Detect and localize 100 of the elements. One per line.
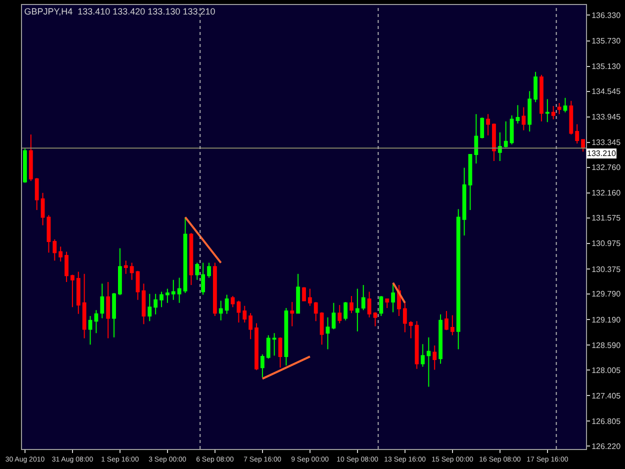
- candlestick: [308, 288, 312, 306]
- candlestick: [551, 105, 556, 120]
- candlestick: [456, 208, 460, 350]
- candlestick: [23, 148, 27, 184]
- candlestick: [581, 138, 585, 152]
- candlestick: [361, 284, 366, 311]
- candlestick: [320, 312, 324, 346]
- candlestick: [426, 336, 431, 388]
- candlestick: [516, 104, 520, 124]
- candlestick: [420, 344, 425, 368]
- candlestick: [575, 124, 580, 144]
- candlestick: [148, 293, 152, 322]
- candlestick: [136, 270, 140, 300]
- candlestick: [474, 114, 478, 164]
- candlestick: [242, 305, 247, 323]
- y-tick-label: 136.330: [592, 11, 622, 20]
- candlestick: [391, 282, 396, 313]
- y-tick-label: 135.730: [592, 36, 622, 46]
- candlestick: [76, 271, 80, 314]
- candlestick: [522, 106, 526, 131]
- candlestick: [498, 132, 502, 162]
- candlestick: [34, 178, 39, 210]
- candlestick: [332, 302, 336, 330]
- candlestick: [224, 294, 229, 314]
- candlestick: [142, 283, 146, 325]
- y-tick-label: 128.590: [592, 340, 622, 350]
- candlestick: [82, 273, 86, 339]
- candlestick: [540, 74, 544, 122]
- y-tick-label: 129.790: [592, 290, 622, 299]
- candlestick: [124, 260, 128, 274]
- candlestick: [385, 298, 390, 308]
- y-tick-label: 126.805: [592, 416, 622, 426]
- candlestick: [160, 291, 164, 308]
- candlestick: [254, 322, 258, 371]
- candlestick: [402, 302, 407, 333]
- candlestick: [296, 273, 300, 314]
- candlestick: [236, 300, 241, 323]
- candlestick: [272, 332, 276, 356]
- candlestick: [344, 301, 348, 321]
- candlestick: [171, 279, 176, 300]
- candlestick: [212, 262, 217, 317]
- candlestick: [314, 301, 318, 322]
- candlestick: [563, 97, 568, 113]
- candlestick: [492, 122, 496, 162]
- candlestick: [183, 216, 188, 294]
- y-tick-label: 133.345: [592, 138, 622, 148]
- candlestick: [218, 300, 223, 321]
- candlestick: [486, 114, 490, 136]
- candlestick: [557, 102, 562, 115]
- candlestick: [100, 283, 104, 319]
- y-tick-label: 126.220: [592, 442, 622, 451]
- y-tick-label: 134.545: [592, 87, 622, 96]
- candlestick: [480, 116, 484, 139]
- candlestick: [58, 246, 63, 262]
- candlestick: [207, 262, 211, 278]
- candlestick: [302, 286, 306, 302]
- candlestick: [166, 288, 170, 304]
- candlestick: [510, 114, 514, 145]
- candlestick: [414, 320, 419, 370]
- y-tick-label: 135.130: [592, 62, 622, 72]
- candlestick: [112, 292, 116, 338]
- y-tick-label: 130.375: [592, 264, 622, 274]
- candlestick: [355, 288, 360, 332]
- candlestick: [278, 336, 282, 368]
- candlestick: [201, 262, 206, 296]
- candlestick: [468, 154, 472, 210]
- candlestick: [40, 192, 45, 226]
- chart-title: GBPJPY,H4 133.410 133.420 133.130 133.210: [24, 6, 216, 16]
- candlestick: [106, 281, 110, 339]
- candlestick: [432, 344, 437, 370]
- candlestick: [118, 248, 122, 296]
- y-tick-label: 132.760: [592, 163, 622, 172]
- candlestick: [64, 251, 68, 282]
- candlestick: [438, 314, 442, 364]
- candlestick: [408, 320, 413, 339]
- candlestick: [528, 90, 532, 132]
- candlestick: [504, 120, 508, 148]
- candlestick: [70, 274, 74, 308]
- candlestick: [130, 262, 134, 280]
- candlestick: [46, 214, 51, 254]
- candlestick: [290, 301, 294, 327]
- candlestick: [545, 98, 550, 123]
- candlestick: [230, 296, 235, 308]
- candlestick: [195, 262, 200, 280]
- y-tick-label: 133.945: [592, 112, 622, 122]
- candlestick: [444, 310, 448, 331]
- candlestick: [94, 310, 98, 334]
- y-tick-label: 129.190: [592, 315, 622, 324]
- candlestick: [569, 100, 574, 136]
- candlestick: [52, 238, 57, 262]
- candlestick: [28, 134, 33, 182]
- y-tick-label: 132.160: [592, 188, 622, 198]
- candlestick: [284, 307, 288, 366]
- candlestick: [379, 296, 384, 317]
- candlestick: [450, 314, 454, 336]
- candlestick: [350, 296, 354, 314]
- y-tick-label: 128.005: [592, 366, 622, 375]
- candlestick: [326, 316, 330, 350]
- y-tick-label: 131.575: [592, 214, 622, 223]
- candlestick: [462, 167, 466, 236]
